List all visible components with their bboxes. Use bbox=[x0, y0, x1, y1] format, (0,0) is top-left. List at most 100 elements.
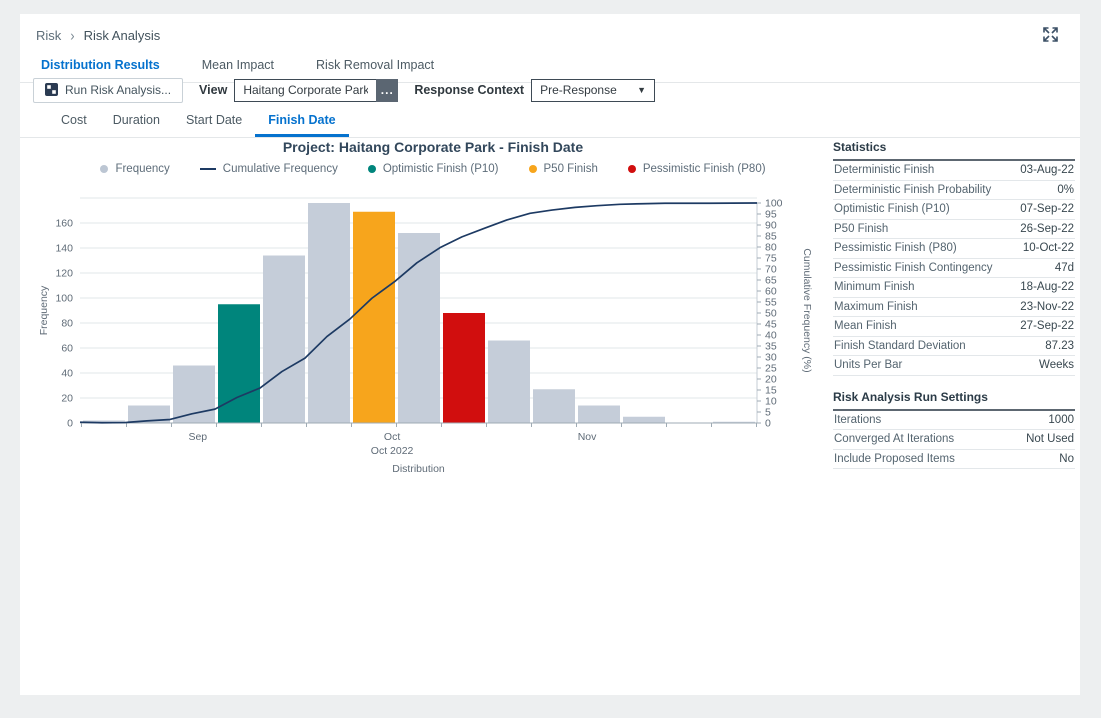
legend-label: Optimistic Finish (P10) bbox=[382, 163, 499, 175]
y-axis-tick-label-left: 0 bbox=[67, 418, 73, 430]
stat-value: 07-Sep-22 bbox=[1020, 203, 1074, 215]
frequency-bar[interactable] bbox=[263, 255, 305, 424]
tab-risk-removal-impact[interactable]: Risk Removal Impact bbox=[316, 58, 435, 72]
x-axis-subtitle: Oct 2022 bbox=[371, 445, 414, 457]
y-axis-tick-label-right: 75 bbox=[765, 253, 777, 265]
statistic-row: Optimistic Finish (P10) 07-Sep-22 bbox=[833, 200, 1075, 220]
statistic-row: Pessimistic Finish Contingency 47d bbox=[833, 259, 1075, 278]
frequency-bar[interactable] bbox=[308, 203, 350, 423]
run-setting-row: Include Proposed Items No bbox=[833, 450, 1075, 469]
y-axis-tick-label-right: 70 bbox=[765, 264, 777, 276]
frequency-bar[interactable] bbox=[623, 416, 665, 423]
legend-label: Cumulative Frequency bbox=[222, 163, 338, 175]
chevron-down-icon: ▼ bbox=[637, 85, 647, 95]
optimistic-p10-bar[interactable] bbox=[218, 304, 260, 423]
statistic-row: Finish Standard Deviation 87.23 bbox=[833, 337, 1075, 356]
y-axis-tick-label-right: 80 bbox=[765, 242, 777, 254]
stat-value: Not Used bbox=[1026, 433, 1074, 445]
y-axis-tick-label-right: 30 bbox=[765, 352, 777, 364]
statistic-row: Units Per Bar Weeks bbox=[833, 356, 1075, 376]
frequency-bar[interactable] bbox=[533, 389, 575, 423]
frequency-bar[interactable] bbox=[398, 233, 440, 423]
y-axis-tick-label-right: 10 bbox=[765, 396, 777, 408]
y-axis-title-left: Frequency bbox=[38, 285, 50, 335]
subtab-start-date[interactable]: Start Date bbox=[185, 113, 243, 127]
frequency-bar[interactable] bbox=[713, 421, 755, 423]
statistic-row: Deterministic Finish 03-Aug-22 bbox=[833, 161, 1075, 181]
legend-dot-marker bbox=[100, 165, 109, 173]
stat-label: Deterministic Finish bbox=[834, 164, 935, 176]
run-risk-analysis-button[interactable]: Run Risk Analysis... bbox=[33, 77, 184, 103]
stat-label: Converged At Iterations bbox=[834, 433, 955, 445]
y-axis-tick-label-right: 55 bbox=[765, 297, 777, 309]
legend-item-optimistic-finish-p10[interactable]: Optimistic Finish (P10) bbox=[367, 163, 499, 175]
pessimistic-p80-bar[interactable] bbox=[443, 313, 485, 423]
y-axis-tick-label-left: 140 bbox=[55, 243, 73, 255]
legend-line-marker bbox=[199, 168, 216, 170]
legend-item-frequency[interactable]: Frequency bbox=[100, 163, 170, 175]
stat-value: 27-Sep-22 bbox=[1020, 320, 1074, 332]
run-setting-row: Iterations 1000 bbox=[833, 411, 1075, 430]
stat-label: Maximum Finish bbox=[834, 300, 918, 313]
legend-label: Pessimistic Finish (P80) bbox=[642, 163, 766, 175]
y-axis-tick-label-right: 20 bbox=[765, 374, 777, 386]
y-axis-tick-label-left: 40 bbox=[61, 368, 73, 380]
statistic-row: Pessimistic Finish (P80) 10-Oct-22 bbox=[833, 239, 1075, 259]
breadcrumb-risk[interactable]: Risk bbox=[36, 28, 62, 43]
y-axis-tick-label-right: 90 bbox=[765, 220, 777, 232]
stat-label: Include Proposed Items bbox=[834, 452, 955, 465]
subtab-cost[interactable]: Cost bbox=[61, 113, 87, 127]
frequency-bar[interactable] bbox=[578, 405, 620, 424]
statistics-title: Statistics bbox=[833, 140, 1075, 161]
frequency-bar[interactable] bbox=[83, 420, 125, 424]
p50-bar[interactable] bbox=[353, 211, 395, 423]
breadcrumb-risk-analysis[interactable]: Risk Analysis bbox=[83, 28, 161, 43]
stat-label: Iterations bbox=[834, 413, 882, 426]
frequency-bar[interactable] bbox=[173, 365, 215, 424]
statistics-section: Statistics Deterministic Finish 03-Aug-22… bbox=[833, 140, 1075, 376]
view-browse-ellipsis-button[interactable]: ... bbox=[376, 78, 399, 102]
frequency-bar[interactable] bbox=[488, 340, 530, 424]
y-axis-tick-label-left: 60 bbox=[61, 343, 73, 355]
statistics-panel: Statistics Deterministic Finish 03-Aug-22… bbox=[833, 140, 1075, 469]
stat-label: Finish Standard Deviation bbox=[834, 339, 966, 352]
response-context-select[interactable]: Pre-Response ▼ bbox=[531, 78, 656, 102]
run-settings-title: Risk Analysis Run Settings bbox=[833, 390, 1075, 411]
subtab-duration[interactable]: Duration bbox=[112, 113, 160, 127]
legend-item-cumulative-frequency[interactable]: Cumulative Frequency bbox=[199, 163, 338, 175]
legend-item-p50-finish[interactable]: P50 Finish bbox=[528, 163, 598, 175]
subtab-finish-date[interactable]: Finish Date bbox=[255, 108, 349, 137]
cumulative-frequency-line bbox=[79, 202, 757, 424]
y-axis-tick-label-right: 15 bbox=[765, 385, 777, 397]
stat-label: P50 Finish bbox=[834, 222, 889, 235]
y-axis-tick-label-left: 100 bbox=[55, 293, 73, 305]
y-axis-tick-label-right: 65 bbox=[765, 275, 777, 287]
statistic-row: Minimum Finish 18-Aug-22 bbox=[833, 278, 1075, 298]
distribution-subtabs: Cost Duration Start Date Finish Date bbox=[20, 108, 1080, 138]
y-axis-tick-label-right: 100 bbox=[765, 198, 783, 210]
view-input[interactable] bbox=[234, 78, 377, 102]
y-axis-tick-label-left: 160 bbox=[55, 218, 73, 230]
frequency-bar[interactable] bbox=[128, 405, 170, 424]
tab-mean-impact[interactable]: Mean Impact bbox=[201, 58, 275, 72]
legend-item-pessimistic-finish-p80[interactable]: Pessimistic Finish (P80) bbox=[627, 163, 766, 175]
stat-value: 10-Oct-22 bbox=[1022, 242, 1074, 254]
statistic-row: Deterministic Finish Probability 0% bbox=[833, 181, 1075, 200]
response-context-value: Pre-Response bbox=[540, 83, 617, 97]
legend-dot-marker bbox=[627, 165, 636, 173]
chevron-right-icon: › bbox=[70, 26, 75, 45]
run-setting-row: Converged At Iterations Not Used bbox=[833, 430, 1075, 450]
x-axis-month-label: Sep bbox=[188, 431, 207, 443]
chart-title: Project: Haitang Corporate Park - Finish… bbox=[282, 139, 584, 155]
stat-value: No bbox=[1059, 452, 1074, 465]
breadcrumb: Risk › Risk Analysis bbox=[36, 26, 161, 45]
x-axis-month-label: Nov bbox=[578, 431, 597, 443]
expand-icon[interactable] bbox=[1040, 26, 1060, 46]
stat-value: 26-Sep-22 bbox=[1020, 222, 1074, 235]
stat-value: Weeks bbox=[1039, 359, 1074, 371]
y-axis-tick-label-right: 50 bbox=[765, 308, 777, 320]
risk-analysis-page: Risk › Risk Analysis Distribution Result… bbox=[20, 14, 1080, 695]
stat-value: 0% bbox=[1057, 183, 1074, 196]
x-axis-month-label: Oct bbox=[384, 431, 400, 443]
run-settings-section: Risk Analysis Run Settings Iterations 100… bbox=[833, 390, 1075, 469]
